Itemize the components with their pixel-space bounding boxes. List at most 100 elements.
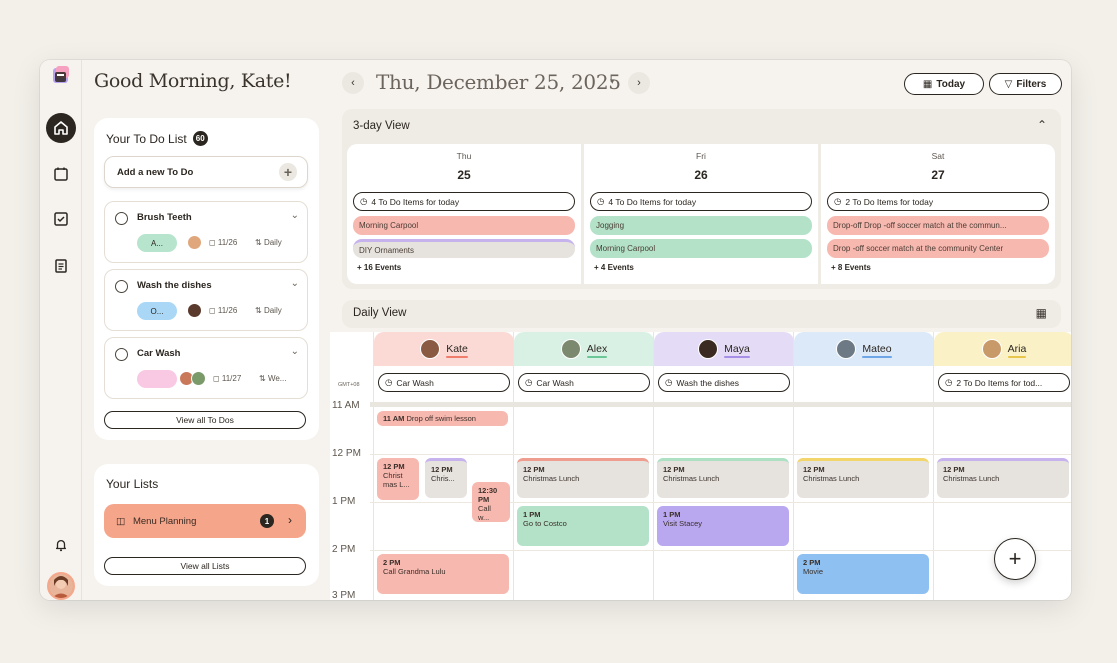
clock-icon: ◷: [665, 377, 673, 387]
time-label: 12 PM: [332, 448, 361, 459]
todo-item[interactable]: Car Wash ⌄ ◻ 11/27 ⇅ We...: [104, 337, 308, 399]
more-events[interactable]: + 16 Events: [357, 263, 402, 272]
event-bar[interactable]: Jogging: [590, 216, 812, 235]
todo-item[interactable]: Wash the dishes ⌄ O... ◻ 11/26 ⇅ Daily: [104, 269, 308, 331]
daily-view-header: Daily View ▦: [342, 300, 1061, 328]
person-column-aria: Aria ◷ 2 To Do Items for tod...: [933, 332, 1071, 600]
day-column[interactable]: Thu 25 ◷ 4 To Do Items for today Morning …: [347, 144, 581, 284]
today-label: Today: [936, 78, 966, 90]
list-item-menu-planning[interactable]: ◫ Menu Planning 1 ›: [104, 504, 306, 538]
person-task-text: 2 To Do Items for tod...: [956, 377, 1043, 388]
event-bar[interactable]: Drop-off Drop -off soccer match at the c…: [827, 216, 1049, 235]
chevron-down-icon[interactable]: ⌄: [290, 210, 299, 221]
bell-icon[interactable]: [46, 530, 76, 560]
chevron-right-icon[interactable]: ›: [628, 72, 650, 94]
event-bar[interactable]: DIY Ornaments: [353, 239, 575, 258]
today-button[interactable]: ▦ Today: [904, 73, 984, 95]
event-aria-lunch[interactable]: 12 PM Christmas Lunch: [937, 458, 1069, 498]
view-all-lists-button[interactable]: View all Lists: [104, 557, 306, 575]
chevron-down-icon[interactable]: ⌄: [290, 278, 299, 289]
event-grandma[interactable]: 2 PM Call Grandma Lulu: [377, 554, 509, 594]
event-maya-lunch[interactable]: 12 PM Christmas Lunch: [657, 458, 789, 498]
add-todo-input[interactable]: Add a new To Do +: [104, 156, 308, 188]
person-task-pill[interactable]: ◷ Car Wash: [378, 373, 510, 392]
add-event-button[interactable]: +: [994, 538, 1036, 580]
nav-rail: [40, 60, 82, 600]
checklist-icon[interactable]: [46, 204, 76, 234]
person-name: Aria: [1007, 343, 1027, 358]
date-title[interactable]: Thu, December 25, 2025: [376, 70, 621, 94]
event-time: 12 PM: [383, 462, 405, 471]
person-task-pill[interactable]: ◷ Wash the dishes: [658, 373, 790, 392]
checkbox[interactable]: [115, 212, 128, 225]
todo-item[interactable]: Brush Teeth ⌄ A... ◻ 11/26 ⇅ Daily: [104, 201, 308, 263]
person-column-maya: Maya ◷ Wash the dishes: [653, 332, 794, 600]
event-movie[interactable]: 2 PM Movie: [797, 554, 929, 594]
event-costco[interactable]: 1 PM Go to Costco: [517, 506, 649, 546]
person-task-pill[interactable]: ◷ Car Wash: [518, 373, 650, 392]
day-column[interactable]: Sat 27 ◷ 2 To Do Items for today Drop-off…: [821, 144, 1055, 284]
caret-down-icon[interactable]: ▾: [610, 76, 615, 86]
user-avatar[interactable]: [47, 572, 75, 600]
calendar-icon[interactable]: ▦: [1035, 306, 1047, 320]
todo-summary-text: 4 To Do Items for today: [371, 196, 460, 207]
todo-summary-pill[interactable]: ◷ 4 To Do Items for today: [590, 192, 812, 211]
checkbox[interactable]: [115, 348, 128, 361]
event-label: Christmas Lunch: [803, 474, 860, 483]
event-bar[interactable]: Morning Carpool: [353, 216, 575, 235]
home-icon[interactable]: [46, 113, 76, 143]
plus-icon[interactable]: +: [279, 163, 297, 181]
event-kate-call[interactable]: 12:30 PM Call w...: [472, 482, 510, 522]
event-alex-lunch[interactable]: 12 PM Christmas Lunch: [517, 458, 649, 498]
event-label: Call Grandma Lulu: [383, 567, 446, 576]
chevron-up-icon[interactable]: ⌃: [1036, 118, 1047, 132]
event-kate-xmas[interactable]: 12 PM Christ mas L...: [377, 458, 419, 500]
chevron-down-icon[interactable]: ⌄: [290, 346, 299, 357]
person-name: Alex: [586, 343, 608, 358]
event-time: 11 AM: [383, 414, 405, 423]
event-swim[interactable]: 11 AM Drop off swim lesson: [377, 411, 508, 426]
notes-icon[interactable]: [46, 251, 76, 281]
todo-summary-pill[interactable]: ◷ 4 To Do Items for today: [353, 192, 575, 211]
person-header[interactable]: Maya: [654, 332, 794, 366]
todo-repeat: ⇅ Daily: [255, 238, 282, 247]
app-logo-icon[interactable]: [50, 64, 72, 86]
avatar: [836, 339, 857, 359]
todo-repeat: ⇅ Daily: [255, 306, 282, 315]
event-kate-chris[interactable]: 12 PM Chris...: [425, 458, 467, 498]
event-bar[interactable]: Morning Carpool: [590, 239, 812, 258]
daily-view-title: Daily View: [353, 307, 407, 319]
more-events[interactable]: + 4 Events: [594, 263, 634, 272]
avatar: [698, 339, 719, 359]
filters-button[interactable]: ▽ Filters: [989, 73, 1062, 95]
todo-date: ◻ 11/27: [213, 374, 242, 383]
view-all-todos-button[interactable]: View all To Dos: [104, 411, 306, 429]
person-name: Maya: [724, 343, 750, 358]
checkbox[interactable]: [115, 280, 128, 293]
person-column-kate: Kate ◷ Car Wash: [373, 332, 514, 600]
person-header[interactable]: Alex: [514, 332, 654, 366]
todo-repeat-text: Daily: [263, 306, 282, 315]
more-events[interactable]: + 8 Events: [831, 263, 871, 272]
event-label: Call w...: [478, 504, 491, 522]
person-task-text: Wash the dishes: [676, 377, 739, 388]
event-stacey[interactable]: 1 PM Visit Stacey: [657, 506, 789, 546]
person-header[interactable]: Kate: [374, 332, 514, 366]
todo-date-text: 11/26: [217, 306, 238, 315]
day-column[interactable]: Fri 26 ◷ 4 To Do Items for today Jogging …: [584, 144, 818, 284]
event-time: 12 PM: [523, 465, 545, 474]
todo-count-badge: 60: [192, 131, 208, 146]
assignee-pill: A...: [137, 234, 177, 252]
person-header[interactable]: Mateo: [794, 332, 934, 366]
scroll-shadow: [370, 402, 1071, 407]
person-task-pill[interactable]: ◷ 2 To Do Items for tod...: [938, 373, 1070, 392]
filters-label: Filters: [1016, 78, 1047, 90]
event-mateo-lunch[interactable]: 12 PM Christmas Lunch: [797, 458, 929, 498]
todo-summary-pill[interactable]: ◷ 2 To Do Items for today: [827, 192, 1049, 211]
person-header[interactable]: Aria: [934, 332, 1071, 366]
event-bar[interactable]: Drop -off soccer match at the community …: [827, 239, 1049, 258]
calendar-icon[interactable]: [46, 159, 76, 189]
todo-summary-text: 2 To Do Items for today: [845, 196, 934, 207]
chevron-left-icon[interactable]: ‹: [342, 72, 364, 94]
list-count-badge: 1: [260, 514, 274, 528]
